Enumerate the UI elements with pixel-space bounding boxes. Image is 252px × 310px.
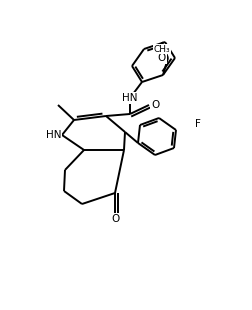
Text: HN: HN (46, 130, 62, 140)
Text: HN: HN (122, 93, 138, 103)
Text: O: O (158, 53, 166, 63)
Text: O: O (111, 214, 119, 224)
Text: CH₃: CH₃ (154, 45, 170, 54)
Text: F: F (195, 119, 201, 129)
Text: O: O (151, 100, 159, 110)
